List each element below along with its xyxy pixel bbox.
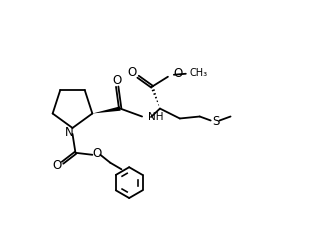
Text: O: O [127,66,137,79]
Text: O: O [173,67,182,80]
Polygon shape [92,106,121,114]
Text: NH: NH [148,113,164,123]
Text: O: O [113,74,122,87]
Text: S: S [212,115,219,128]
Text: O: O [52,159,61,172]
Text: O: O [93,147,102,160]
Text: N: N [65,126,74,139]
Text: CH₃: CH₃ [190,68,208,78]
